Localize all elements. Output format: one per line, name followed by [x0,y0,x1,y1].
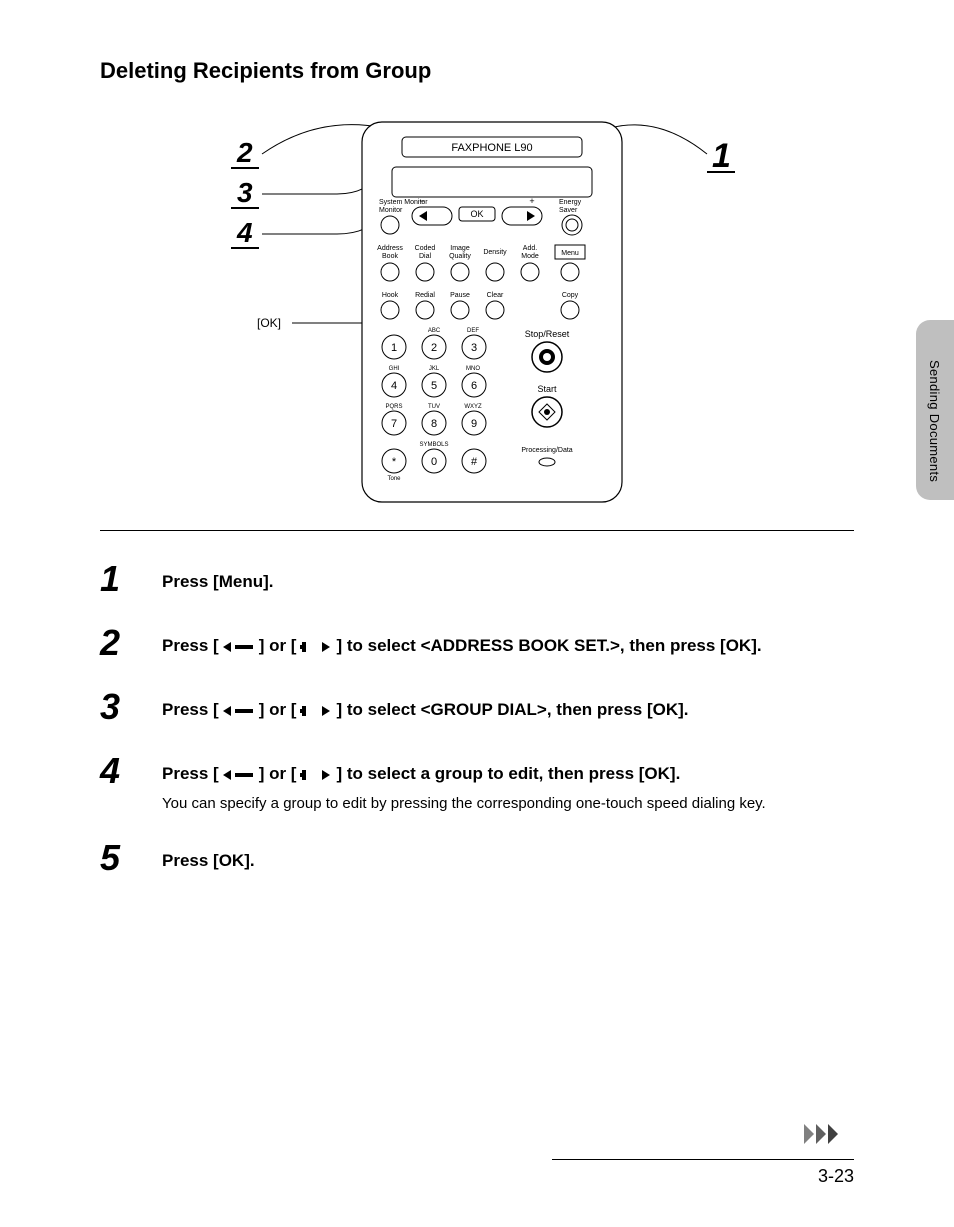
label-processing: Processing/Data [521,447,572,454]
label-stop-reset: Stop/Reset [525,329,570,339]
step-note: You can specify a group to edit by press… [162,795,854,812]
svg-text:DEF: DEF [467,328,479,334]
step-text-c: ] to select <ADDRESS BOOK SET.>, then pr… [336,636,761,655]
step-text-c: ] to select a group to edit, then press … [336,764,680,783]
label-energy-saver: Energy [559,199,582,206]
step-text-c: ] to select <GROUP DIAL>, then press [OK… [336,700,688,719]
svg-text:Coded: Coded [415,245,436,252]
step-4: 4 Press [ ] or [ ] to select a group to … [100,753,854,812]
continue-icon [100,1122,854,1153]
svg-text:1: 1 [391,342,397,354]
step-5: 5 Press [OK]. [100,840,854,876]
svg-text:6: 6 [471,380,477,392]
nav-left-icon [223,704,255,718]
device-diagram-container: 2 3 4 1 [100,112,854,512]
svg-text:Add.: Add. [523,245,537,252]
svg-text:Book: Book [382,253,398,260]
svg-text:Dial: Dial [419,253,432,260]
svg-text:SYMBOLS: SYMBOLS [419,442,448,448]
footer-rule [552,1159,854,1160]
step-number: 3 [100,689,136,725]
svg-text:*: * [392,456,397,468]
svg-text:Image: Image [450,245,470,252]
svg-text:Copy: Copy [562,292,579,299]
svg-text:Redial: Redial [415,292,435,299]
svg-text:JKL: JKL [429,366,440,372]
section-heading: Deleting Recipients from Group [100,58,854,84]
svg-text:8: 8 [431,418,437,430]
svg-text:PQRS: PQRS [385,404,402,410]
svg-text:Menu: Menu [561,250,579,257]
callout-3: 3 [237,177,253,208]
svg-text:Monitor: Monitor [379,207,403,214]
step-2: 2 Press [ ] or [ ] to select <ADDRESS BO… [100,625,854,661]
svg-text:4: 4 [391,380,397,392]
nav-left-label: − [419,196,424,206]
page: Deleting Recipients from Group 2 3 4 1 [0,0,954,1227]
svg-text:0: 0 [431,456,437,468]
device-diagram: 2 3 4 1 [217,112,737,512]
device-title: FAXPHONE L90 [451,142,532,154]
step-number: 2 [100,625,136,661]
svg-text:Address: Address [377,245,403,252]
svg-text:Density: Density [483,249,507,256]
nav-left-icon [223,640,255,654]
nav-right-label: + [529,196,534,206]
svg-text:Tone: Tone [387,476,401,482]
step-list: 1 Press [Menu]. 2 Press [ ] or [ ] to se… [100,561,854,876]
page-footer: 3-23 [100,1122,854,1187]
step-text-a: Press [ [162,636,219,655]
step-text-a: Press [ [162,700,219,719]
svg-text:WXYZ: WXYZ [464,404,482,410]
nav-right-icon [300,640,332,654]
step-text-a: Press [ [162,764,219,783]
svg-text:3: 3 [471,342,477,354]
device-svg: 2 3 4 1 [217,112,737,512]
nav-right-icon [300,704,332,718]
svg-text:TUV: TUV [428,404,440,410]
svg-text:9: 9 [471,418,477,430]
svg-text:ABC: ABC [428,328,441,334]
nav-right-icon [300,768,332,782]
svg-text:2: 2 [431,342,437,354]
step-number: 5 [100,840,136,876]
step-1: 1 Press [Menu]. [100,561,854,597]
page-number: 3-23 [100,1166,854,1187]
svg-text:MNO: MNO [466,366,480,372]
step-3: 3 Press [ ] or [ ] to select <GROUP DIAL… [100,689,854,725]
svg-text:Mode: Mode [521,253,539,260]
callout-2: 2 [236,137,253,168]
step-text-b: ] or [ [259,700,297,719]
chapter-tab-label: Sending Documents [927,360,942,482]
step-number: 1 [100,561,136,597]
step-text-b: ] or [ [259,764,297,783]
step-text: Press [OK]. [162,851,255,870]
nav-ok: OK [470,209,483,219]
callout-4: 4 [236,217,253,248]
divider [100,530,854,531]
step-number: 4 [100,753,136,789]
svg-text:5: 5 [431,380,437,392]
nav-left-icon [223,768,255,782]
step-text: Press [Menu]. [162,572,273,591]
callout-1: 1 [712,137,731,175]
ok-callout: [OK] [257,316,281,330]
svg-text:Pause: Pause [450,292,470,299]
svg-text:Clear: Clear [487,292,504,299]
svg-text:#: # [471,456,478,468]
svg-text:Hook: Hook [382,292,399,299]
svg-text:GHI: GHI [389,366,400,372]
svg-text:7: 7 [391,418,397,430]
svg-text:Quality: Quality [449,253,471,260]
svg-text:Saver: Saver [559,207,578,214]
label-start: Start [537,384,557,394]
step-text-b: ] or [ [259,636,297,655]
